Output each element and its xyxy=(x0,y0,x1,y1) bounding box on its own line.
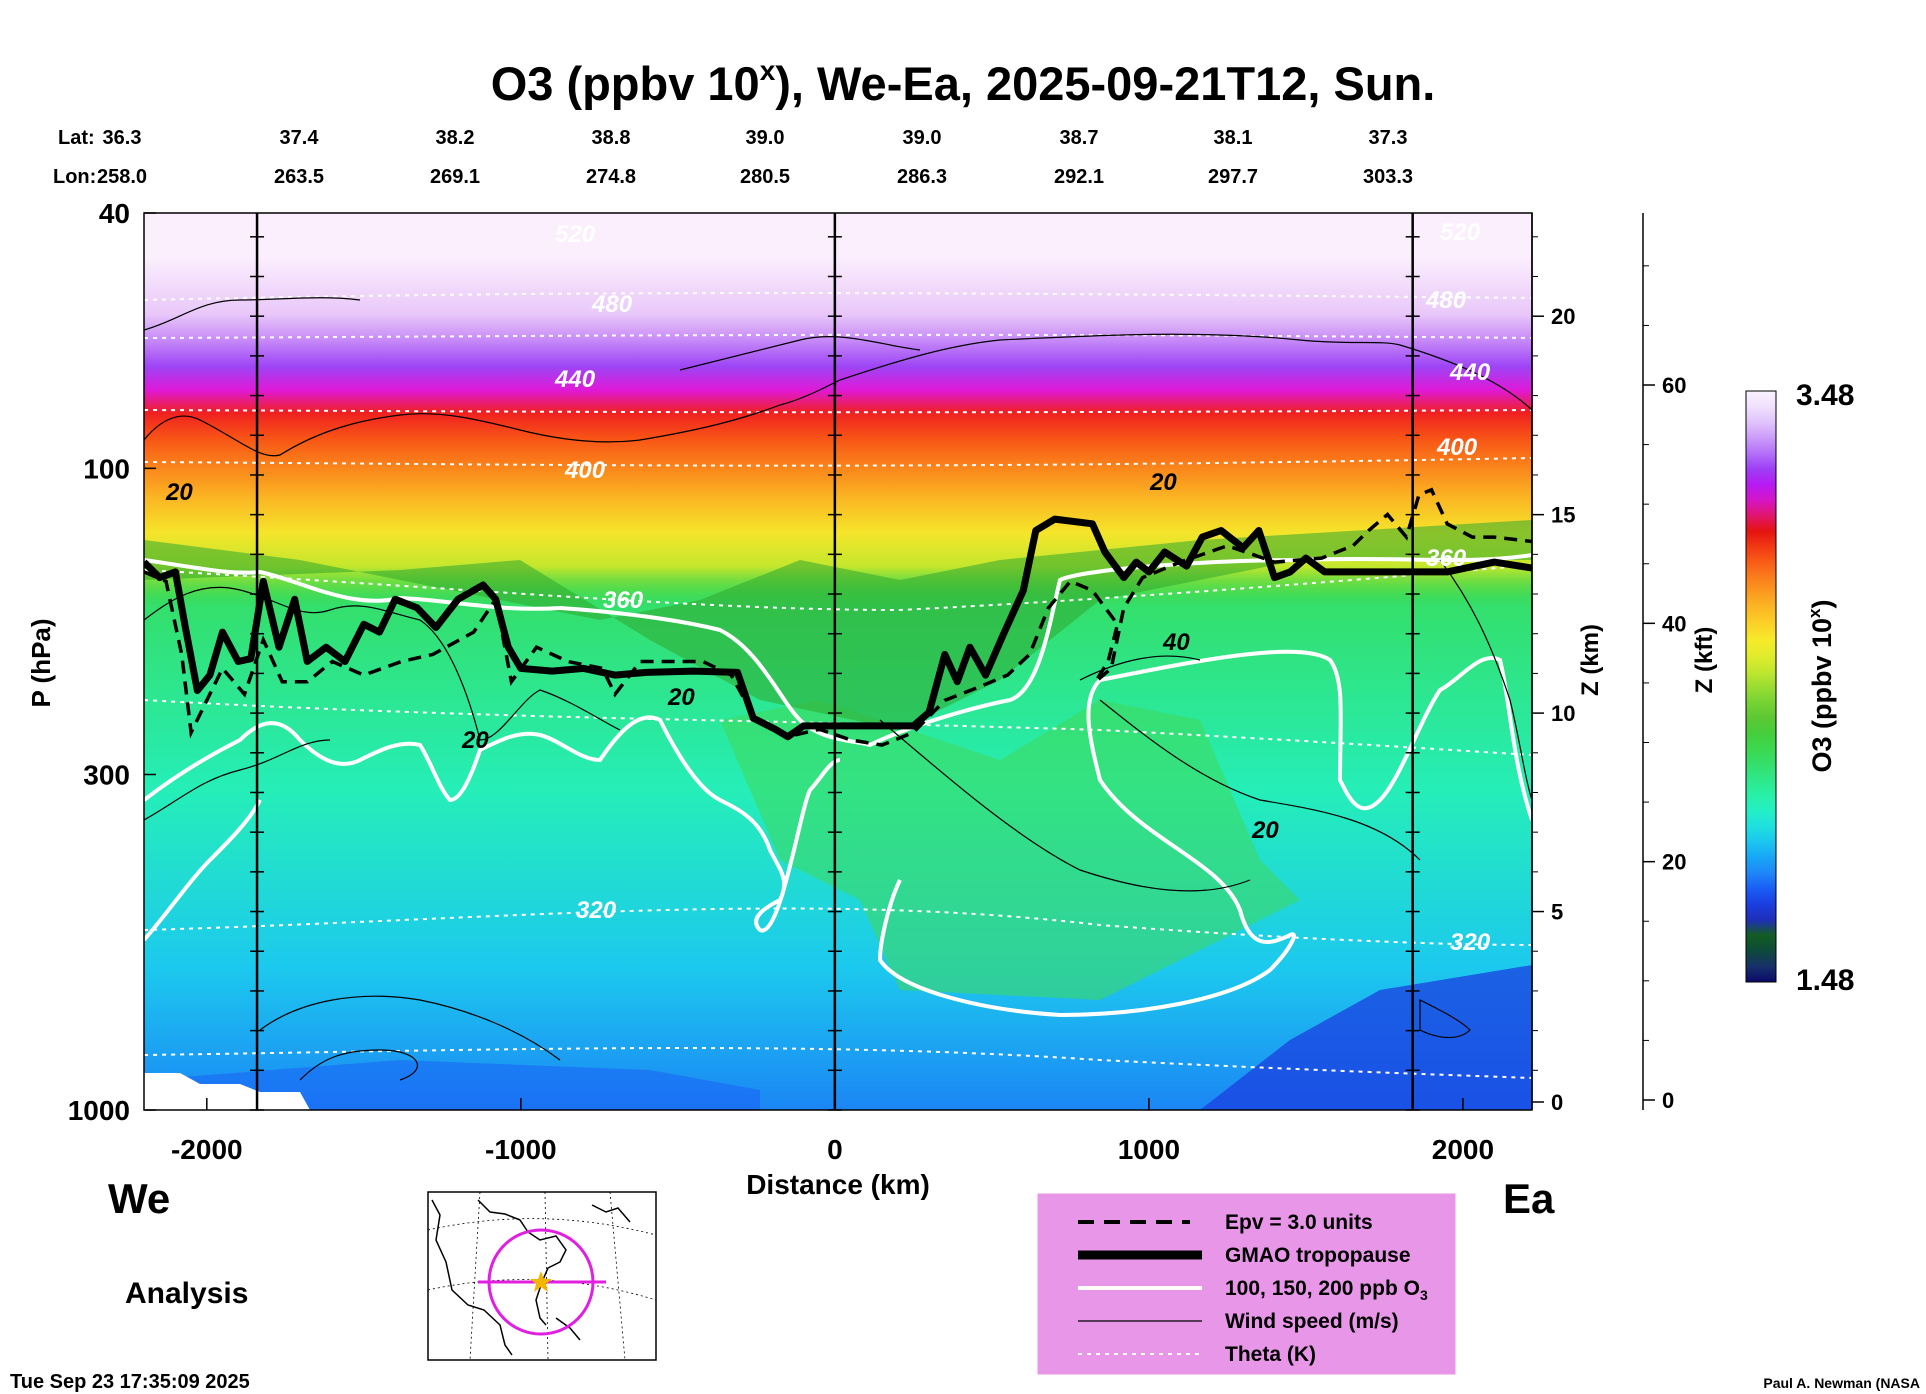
legend: Epv = 3.0 units GMAO tropopause 100, 150… xyxy=(1036,1192,1457,1376)
lat-value: 39.0 xyxy=(903,127,942,149)
theta-label: 480 xyxy=(591,291,633,318)
wind-label: 20 xyxy=(165,479,193,506)
z-kft-tick-label: 40 xyxy=(1662,611,1686,636)
plot-area: 520 520 480 480 440 440 400 400 360 360 … xyxy=(144,213,1532,1110)
legend-label-wind: Wind speed (m/s) xyxy=(1225,1310,1399,1333)
wind-label: 40 xyxy=(1162,629,1190,656)
theta-lines xyxy=(144,292,1532,1079)
y-tick-label: 40 xyxy=(99,198,130,229)
colorbar-title: O3 (ppbv 10x) xyxy=(1805,599,1837,772)
colorbar-max: 3.48 xyxy=(1796,379,1854,412)
theta-label: 520 xyxy=(555,221,596,248)
y-tick-label: 300 xyxy=(83,759,130,790)
lat-value: 38.1 xyxy=(1214,127,1253,149)
chart-title: O3 (ppbv 10x), We-Ea, 2025-09-21T12, Sun… xyxy=(491,55,1436,110)
pressure-axis: 40 100 300 1000 xyxy=(68,198,156,1126)
z-kft-axis: 0 20 40 60 xyxy=(1643,265,1686,1113)
legend-label-tropopause: GMAO tropopause xyxy=(1225,1244,1411,1267)
distance-axis: -2000 -1000 0 1000 2000 xyxy=(171,1098,1494,1165)
wind-speed-contours xyxy=(144,297,1532,1081)
legend-label-theta: Theta (K) xyxy=(1225,1343,1316,1366)
legend-label-epv: Epv = 3.0 units xyxy=(1225,1211,1373,1234)
theta-label: 400 xyxy=(1436,434,1478,461)
lon-value: 303.3 xyxy=(1363,166,1413,188)
z-kft-tick-label: 0 xyxy=(1662,1088,1674,1113)
y-tick-label: 1000 xyxy=(68,1095,130,1126)
y-tick-label: 100 xyxy=(83,453,130,484)
theta-label: 400 xyxy=(564,457,606,484)
x-tick-label: 2000 xyxy=(1432,1134,1494,1165)
analysis-label: Analysis xyxy=(125,1277,248,1310)
theta-label: 360 xyxy=(1426,545,1467,572)
lon-value: 297.7 xyxy=(1208,166,1258,188)
surface-mask xyxy=(144,1073,310,1110)
isentrope-labels: 520 520 480 480 440 440 400 400 360 360 … xyxy=(554,219,1491,956)
lon-value: 286.3 xyxy=(897,166,947,188)
lat-lon-row: 36.3 37.4 38.2 38.8 39.0 39.0 38.7 38.1 37.3 258.… xyxy=(97,127,1413,188)
x-tick-label: 1000 xyxy=(1118,1134,1180,1165)
timestamp: Tue Sep 23 17:35:09 2025 xyxy=(10,1371,250,1393)
z-km-tick-label: 5 xyxy=(1551,900,1563,925)
x-tick-label: -2000 xyxy=(171,1134,243,1165)
x-axis-title: Distance (km) xyxy=(746,1169,930,1200)
coastline xyxy=(431,1199,631,1356)
theta-label: 440 xyxy=(1449,359,1491,386)
wind-label: 20 xyxy=(667,684,695,711)
lat-label: Lat: xyxy=(58,127,95,149)
theta-label: 320 xyxy=(1450,929,1491,956)
x-tick-label: -1000 xyxy=(485,1134,557,1165)
z-km-tick-label: 20 xyxy=(1551,304,1575,329)
theta-label: 360 xyxy=(603,587,644,614)
z-km-tick-label: 15 xyxy=(1551,503,1575,528)
lat-value: 38.2 xyxy=(436,127,475,149)
credit: Paul A. Newman (NASA xyxy=(1763,1375,1920,1391)
center-star-icon xyxy=(530,1271,552,1292)
lat-value: 37.3 xyxy=(1369,127,1408,149)
west-label: We xyxy=(108,1175,170,1222)
wind-label: 20 xyxy=(461,727,489,754)
lat-value: 38.7 xyxy=(1060,127,1099,149)
lon-value: 280.5 xyxy=(740,166,790,188)
lon-value: 292.1 xyxy=(1054,166,1104,188)
theta-label: 480 xyxy=(1425,287,1467,314)
z-kft-tick-label: 20 xyxy=(1662,850,1686,875)
z-km-axis: 0 5 10 15 20 xyxy=(1532,236,1575,1115)
z-km-title: Z (km) xyxy=(1577,624,1604,696)
y-axis-title: P (hPa) xyxy=(26,618,56,707)
epv-line xyxy=(144,487,1532,747)
tropopause-line xyxy=(144,515,1532,741)
wind-label: 20 xyxy=(1251,817,1279,844)
lon-value: 263.5 xyxy=(274,166,324,188)
wind-label: 20 xyxy=(1149,469,1177,496)
wind-labels: 20 20 20 20 40 20 xyxy=(165,469,1279,844)
lat-value: 36.3 xyxy=(103,127,142,149)
cross-section-lines xyxy=(250,213,1420,1111)
lat-value: 38.8 xyxy=(592,127,631,149)
tropopause-green-band xyxy=(144,520,1532,730)
z-kft-tick-label: 60 xyxy=(1662,373,1686,398)
colorbar xyxy=(1745,390,1777,983)
z-kft-title: Z (kft) xyxy=(1691,627,1718,694)
east-label: Ea xyxy=(1503,1175,1555,1222)
legend-label-ozone: 100, 150, 200 ppb O3 xyxy=(1225,1277,1428,1303)
lat-value: 39.0 xyxy=(746,127,785,149)
locator-map xyxy=(427,1191,657,1361)
lon-label: Lon: xyxy=(53,166,96,188)
theta-label: 520 xyxy=(1440,219,1481,246)
theta-label: 320 xyxy=(576,897,617,924)
z-km-tick-label: 10 xyxy=(1551,701,1575,726)
lat-value: 37.4 xyxy=(280,127,320,149)
low-ozone-region-east xyxy=(1200,965,1532,1110)
lon-value: 258.0 xyxy=(97,166,147,188)
theta-label: 440 xyxy=(554,366,596,393)
x-tick-label: 0 xyxy=(827,1134,843,1165)
z-km-tick-label: 0 xyxy=(1551,1090,1563,1115)
green-band-center xyxy=(720,700,1300,1000)
lon-value: 269.1 xyxy=(430,166,480,188)
colorbar-min: 1.48 xyxy=(1796,964,1854,997)
lon-value: 274.8 xyxy=(586,166,636,188)
